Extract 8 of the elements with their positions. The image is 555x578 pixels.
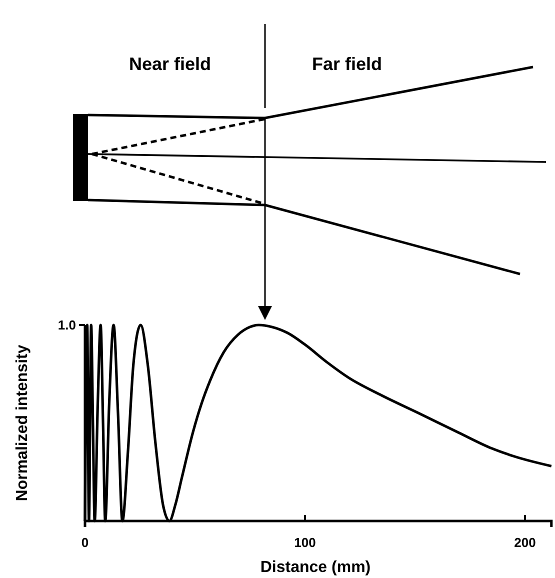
- text: Near field: [128, 54, 212, 74]
- x-axis-title: Distance (mm): [260, 559, 371, 576]
- x-tick-label: 100: [294, 534, 316, 550]
- x-tick-label: 200: [514, 534, 536, 550]
- text: 1.0: [58, 318, 76, 333]
- y-axis-title: Normalized intensity: [14, 344, 31, 502]
- text: Far field: [312, 54, 382, 74]
- x-tick-label: 0: [81, 534, 89, 550]
